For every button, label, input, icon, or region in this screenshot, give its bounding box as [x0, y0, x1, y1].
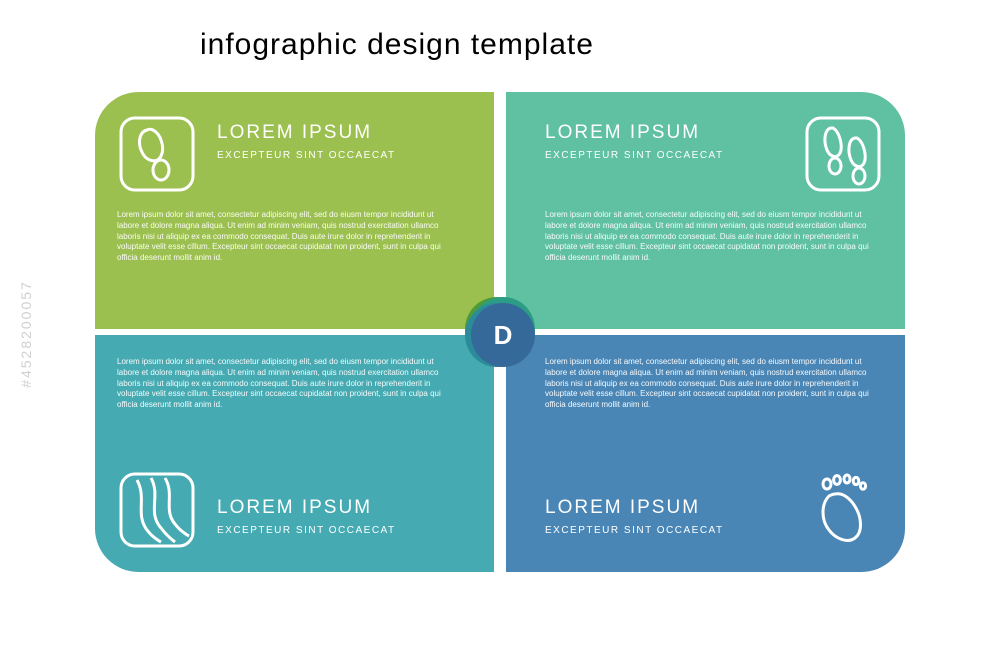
- panel-c-heading: LOREM IPSUM EXCEPTEUR SINT OCCAECAT: [217, 497, 396, 536]
- panel-d: Lorem ipsum dolor sit amet, consectetur …: [503, 335, 905, 572]
- panel-b: LOREM IPSUM EXCEPTEUR SINT OCCAECAT Lore…: [503, 92, 905, 329]
- panel-d-body: Lorem ipsum dolor sit amet, consectetur …: [545, 357, 885, 411]
- panel-a-body: Lorem ipsum dolor sit amet, consectetur …: [117, 210, 457, 264]
- panel-a-heading: LOREM IPSUM EXCEPTEUR SINT OCCAECAT: [217, 122, 396, 161]
- watermark-id: #4528200057: [18, 280, 34, 388]
- panel-a-title: LOREM IPSUM: [217, 122, 396, 144]
- panel-c: Lorem ipsum dolor sit amet, consectetur …: [95, 335, 497, 572]
- panel-d-heading: LOREM IPSUM EXCEPTEUR SINT OCCAECAT: [545, 497, 724, 536]
- panel-c-title: LOREM IPSUM: [217, 497, 396, 519]
- bare-footprint-icon: [803, 470, 883, 550]
- terrain-lines-icon: [117, 470, 197, 550]
- infographic-canvas: infographic design template #4528200057 …: [0, 0, 1000, 667]
- panel-d-subtitle: EXCEPTEUR SINT OCCAECAT: [545, 525, 724, 536]
- badge-d: D: [471, 303, 535, 367]
- shoe-print-single-icon: [117, 114, 197, 194]
- panel-a: LOREM IPSUM EXCEPTEUR SINT OCCAECAT Lore…: [95, 92, 497, 329]
- panel-grid: LOREM IPSUM EXCEPTEUR SINT OCCAECAT Lore…: [95, 92, 905, 572]
- page-title: infographic design template: [200, 28, 594, 62]
- panel-b-title: LOREM IPSUM: [545, 122, 724, 144]
- panel-b-heading: LOREM IPSUM EXCEPTEUR SINT OCCAECAT: [545, 122, 724, 161]
- panel-d-title: LOREM IPSUM: [545, 497, 724, 519]
- badge-d-label: D: [494, 320, 513, 351]
- panel-c-subtitle: EXCEPTEUR SINT OCCAECAT: [217, 525, 396, 536]
- shoe-print-pair-icon: [803, 114, 883, 194]
- panel-a-subtitle: EXCEPTEUR SINT OCCAECAT: [217, 150, 396, 161]
- panel-b-body: Lorem ipsum dolor sit amet, consectetur …: [545, 210, 885, 264]
- panel-b-subtitle: EXCEPTEUR SINT OCCAECAT: [545, 150, 724, 161]
- panel-c-body: Lorem ipsum dolor sit amet, consectetur …: [117, 357, 457, 411]
